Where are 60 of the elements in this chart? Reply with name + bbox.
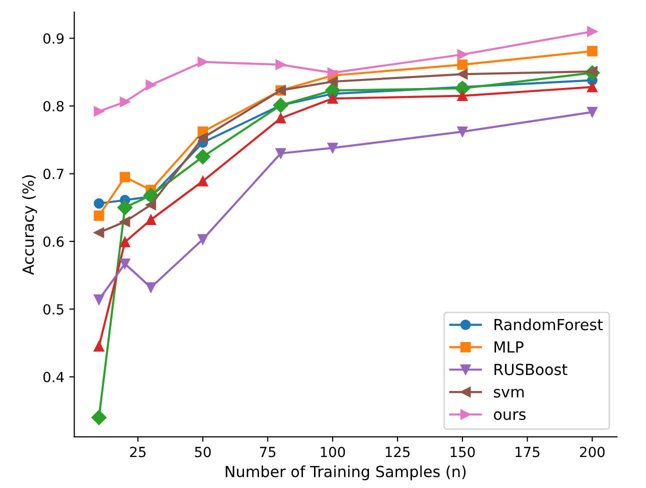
point (273, 98, 288, 113)
point (275, 148, 286, 159)
point (457, 126, 468, 137)
point (146, 80, 156, 90)
point (457, 49, 468, 60)
point (587, 106, 598, 118)
point (587, 26, 598, 37)
point (327, 76, 338, 87)
point (587, 82, 598, 92)
x-axis-title: Number of Training Samples (n) (226, 465, 466, 480)
y-tick-label: 0.7 (43, 168, 64, 180)
y-tick-label: 0.6 (43, 236, 64, 247)
point (146, 214, 156, 225)
legend-label: ours (494, 411, 526, 420)
y-tick-label: 0.9 (43, 33, 64, 44)
point (146, 200, 156, 210)
x-tick-label: 50 (195, 446, 211, 458)
x-tick-label: 125 (386, 446, 410, 458)
x-tick-label: 100 (320, 446, 345, 458)
y-tick-label: 0.8 (43, 100, 64, 112)
legend-label: RandomForest (494, 318, 603, 330)
point (94, 106, 104, 117)
point (457, 68, 468, 80)
point (198, 56, 208, 68)
point (195, 149, 210, 164)
point (146, 282, 156, 293)
x-tick-label: 150 (450, 446, 475, 458)
point (120, 236, 130, 248)
point (457, 59, 468, 70)
x-tick-label: 200 (580, 446, 605, 458)
x-tick-label: 75 (260, 446, 276, 458)
x-tick-label: 25 (130, 446, 146, 458)
point (327, 68, 338, 78)
point (120, 216, 130, 227)
point (198, 234, 208, 245)
point (120, 258, 130, 269)
y-tick-label: 0.5 (43, 304, 64, 315)
point (91, 410, 107, 426)
y-axis-title: Accuracy (%) (22, 175, 37, 275)
point (327, 142, 338, 154)
point (457, 90, 468, 102)
point (94, 227, 104, 238)
x-tick-label: 175 (516, 446, 540, 458)
point (275, 59, 286, 70)
legend-label: MLP (494, 341, 524, 353)
point (275, 112, 286, 124)
legend-label: RUSBoost (494, 364, 568, 376)
point (120, 172, 130, 182)
point (198, 176, 208, 186)
point (117, 200, 132, 216)
point (94, 210, 104, 221)
point (198, 132, 208, 144)
point (120, 96, 130, 108)
point (143, 188, 158, 203)
point (94, 198, 104, 209)
point (94, 294, 104, 305)
point (587, 46, 598, 56)
point (94, 341, 104, 352)
legend-label: svm (494, 388, 524, 398)
y-tick-label: 0.4 (43, 372, 64, 382)
